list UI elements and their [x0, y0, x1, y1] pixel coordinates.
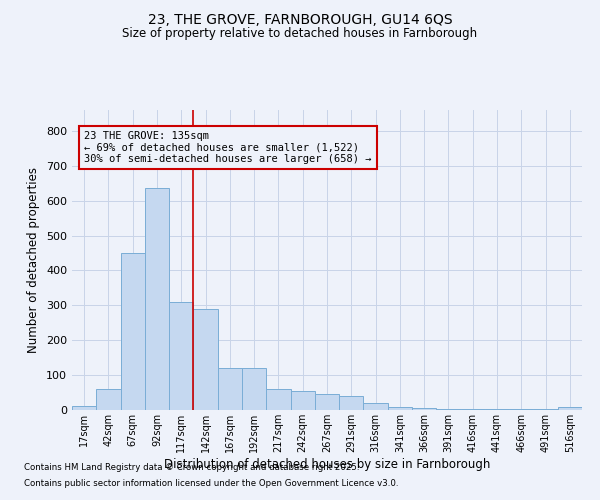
X-axis label: Distribution of detached houses by size in Farnborough: Distribution of detached houses by size … [164, 458, 490, 470]
Bar [412, 408, 436, 410]
Bar [558, 407, 582, 410]
Bar [315, 394, 339, 410]
Bar [145, 188, 169, 410]
Bar [364, 403, 388, 410]
Y-axis label: Number of detached properties: Number of detached properties [28, 167, 40, 353]
Bar [169, 302, 193, 410]
Bar [193, 309, 218, 410]
Text: 23, THE GROVE, FARNBOROUGH, GU14 6QS: 23, THE GROVE, FARNBOROUGH, GU14 6QS [148, 12, 452, 26]
Bar [436, 409, 461, 410]
Text: Size of property relative to detached houses in Farnborough: Size of property relative to detached ho… [122, 28, 478, 40]
Bar [339, 396, 364, 410]
Bar [461, 409, 485, 410]
Bar [218, 368, 242, 410]
Bar [72, 406, 96, 410]
Bar [242, 368, 266, 410]
Bar [266, 389, 290, 410]
Text: 23 THE GROVE: 135sqm
← 69% of detached houses are smaller (1,522)
30% of semi-de: 23 THE GROVE: 135sqm ← 69% of detached h… [84, 131, 371, 164]
Bar [388, 407, 412, 410]
Bar [96, 389, 121, 410]
Text: Contains HM Land Registry data © Crown copyright and database right 2025.: Contains HM Land Registry data © Crown c… [24, 464, 359, 472]
Bar [121, 253, 145, 410]
Bar [290, 391, 315, 410]
Text: Contains public sector information licensed under the Open Government Licence v3: Contains public sector information licen… [24, 478, 398, 488]
